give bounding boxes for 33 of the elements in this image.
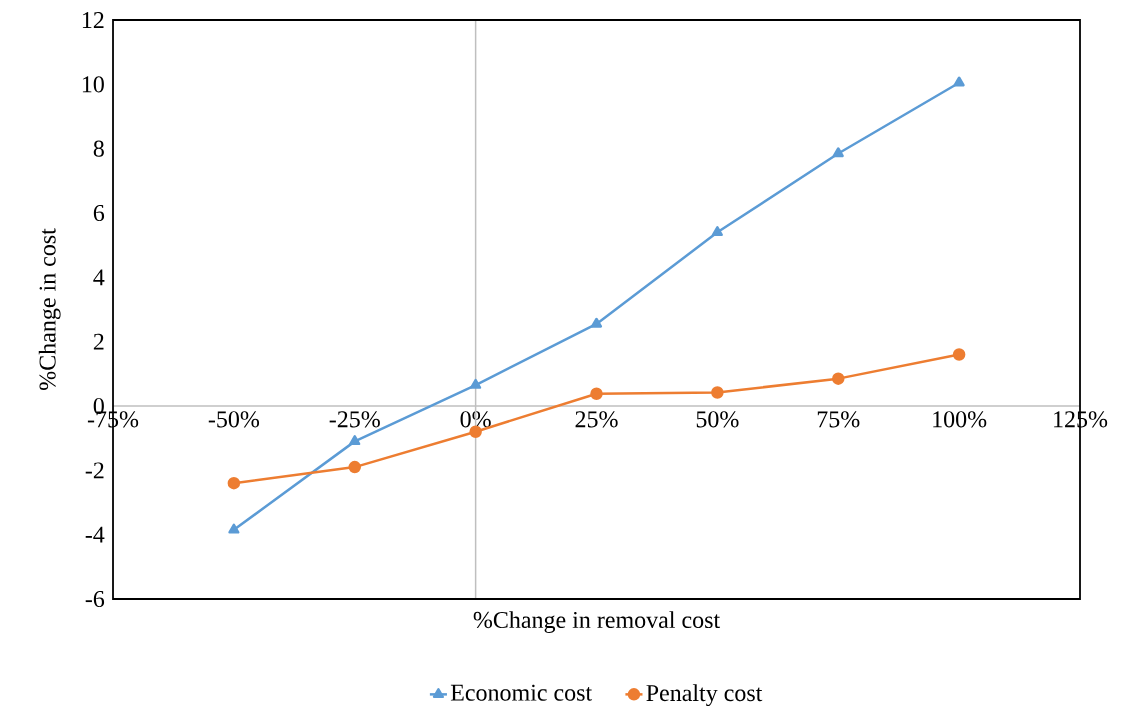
y-axis-title: %Change in cost [38, 228, 61, 390]
x-tick-label: -50% [208, 411, 260, 428]
x-tick-label: 75% [817, 411, 860, 428]
point [953, 76, 965, 87]
x-tick-label: 50% [696, 411, 739, 428]
y-tick-label: -4 [85, 526, 105, 543]
point [952, 348, 966, 361]
legend-label: Penalty cost [646, 684, 763, 707]
point [348, 460, 361, 474]
point [470, 378, 482, 389]
point [832, 372, 845, 385]
y-tick-label: 8 [93, 140, 104, 157]
point [711, 386, 724, 399]
y-tick-label: -6 [85, 590, 105, 608]
point [590, 387, 603, 401]
point [832, 147, 844, 158]
point [711, 226, 723, 237]
point [227, 476, 241, 490]
x-tick-label: -25% [329, 411, 380, 428]
x-tick-label: 0% [460, 411, 491, 428]
x-axis-title: %Change in removal cost [473, 611, 721, 634]
point [590, 317, 603, 328]
y-tick-label: 12 [82, 12, 104, 28]
y-tick-label: 2 [93, 333, 104, 350]
y-tick-label: 10 [82, 76, 104, 93]
y-tick-label: -2 [85, 462, 104, 479]
y-tick-label: 6 [93, 204, 105, 222]
x-tick-label: 25% [575, 411, 618, 428]
x-tick-label: 100% [933, 411, 987, 428]
point [228, 523, 240, 534]
point [349, 435, 361, 446]
y-tick-label: 4 [93, 269, 105, 286]
legend-label: Economic cost [450, 684, 593, 701]
